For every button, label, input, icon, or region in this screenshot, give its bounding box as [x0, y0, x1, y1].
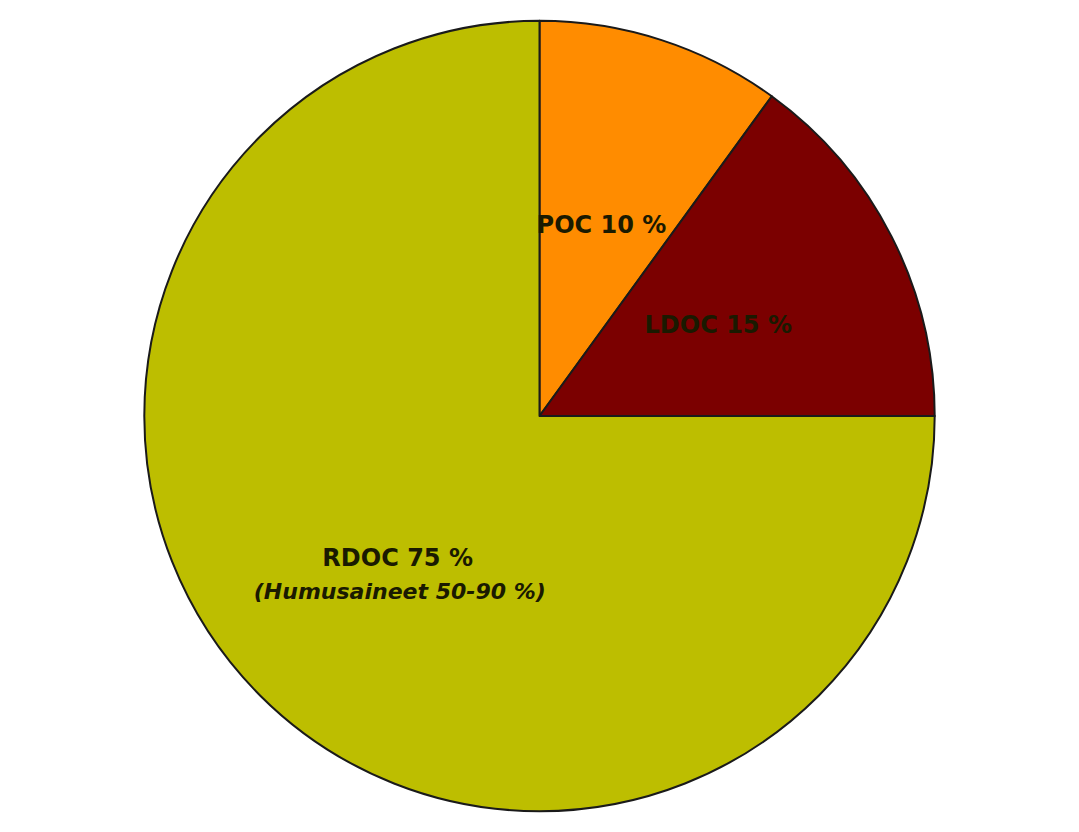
svg-text:(Humusaineet 50-90 %): (Humusaineet 50-90 %)	[254, 579, 546, 604]
svg-text:POC 10 %: POC 10 %	[537, 211, 667, 239]
svg-text:RDOC 75 %: RDOC 75 %	[322, 544, 473, 572]
svg-text:LDOC 15 %: LDOC 15 %	[645, 311, 792, 339]
